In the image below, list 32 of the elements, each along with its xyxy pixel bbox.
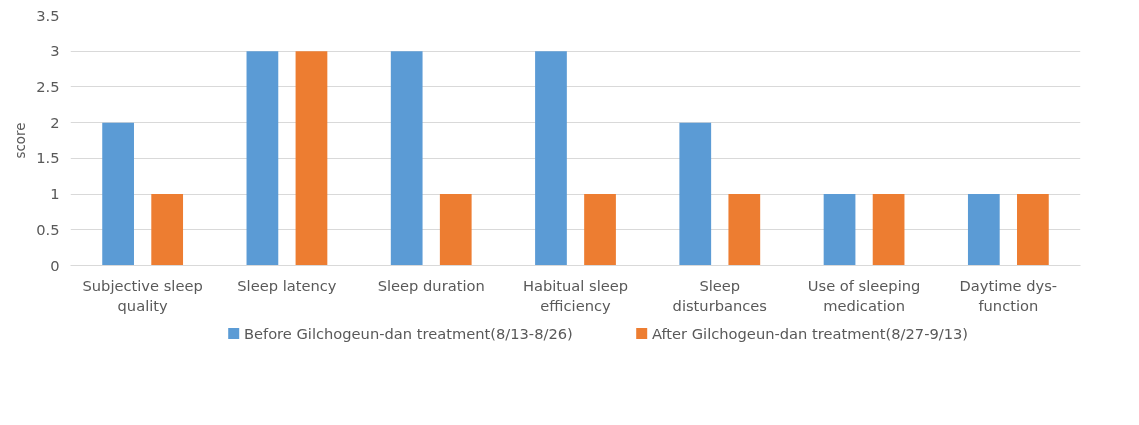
x-tick-label: Use of sleeping medication bbox=[807, 276, 921, 314]
x-tick-label: Daytime dys- function bbox=[959, 276, 1058, 314]
bar bbox=[584, 194, 616, 266]
x-tick-label: Sleep duration bbox=[377, 276, 485, 294]
legend-label: After Gilchogeun-dan treatment(8/27-9/13) bbox=[651, 325, 969, 342]
bar bbox=[1017, 194, 1049, 266]
bar bbox=[439, 194, 472, 266]
bar bbox=[823, 194, 856, 266]
y-tick-label: 0 bbox=[50, 256, 60, 274]
y-tick-label: 3.5 bbox=[36, 6, 60, 24]
bar bbox=[151, 194, 184, 266]
bar bbox=[679, 122, 712, 266]
x-tick-label: Sleep disturbances bbox=[672, 276, 767, 314]
y-tick-label: 1 bbox=[50, 185, 60, 203]
bar bbox=[390, 51, 423, 266]
bar bbox=[535, 51, 567, 266]
x-tick-label: Sleep latency bbox=[237, 276, 337, 294]
bar bbox=[295, 51, 328, 266]
legend-label: Before Gilchogeun-dan treatment(8/13-8/26) bbox=[243, 325, 573, 342]
bar bbox=[872, 194, 905, 266]
y-tick-label: 0.5 bbox=[36, 220, 60, 238]
bar bbox=[246, 51, 279, 266]
y-tick-label: 2 bbox=[50, 113, 60, 131]
bar bbox=[728, 194, 761, 266]
x-tick-label: Habitual sleep efficiency bbox=[522, 276, 629, 314]
y-tick-label: 1.5 bbox=[36, 149, 60, 167]
bar bbox=[967, 194, 1000, 266]
x-tick-label: Subjective sleep quality bbox=[82, 276, 203, 314]
y-axis-title: score bbox=[13, 122, 29, 159]
y-tick-label: 3 bbox=[50, 42, 60, 60]
y-tick-label: 2.5 bbox=[36, 77, 60, 95]
bar bbox=[102, 122, 134, 266]
